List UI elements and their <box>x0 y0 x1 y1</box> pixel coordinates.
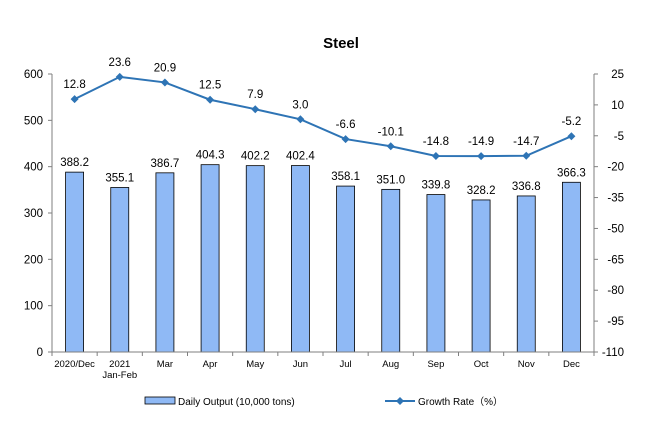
right-tick-label: 25 <box>611 69 624 81</box>
growth-rate-label: -10.1 <box>378 126 404 138</box>
category-label: Mar <box>157 359 173 370</box>
line-series <box>70 72 576 161</box>
growth-rate-label: -14.9 <box>468 136 494 148</box>
growth-rate-line <box>74 75 572 158</box>
growth-rate-marker <box>296 115 305 124</box>
bar-value-label: 404.3 <box>196 150 225 162</box>
bar-value-label: 388.2 <box>60 157 89 169</box>
bar <box>471 199 491 353</box>
growth-rate-marker <box>206 95 215 104</box>
right-tick-label: -35 <box>607 193 624 205</box>
growth-rate-marker <box>386 142 395 151</box>
right-tick-label: -80 <box>607 285 624 297</box>
bar <box>562 181 581 353</box>
bar-value-label: 351.0 <box>376 174 405 186</box>
growth-rate-label: 12.5 <box>199 80 221 92</box>
bar-value-label: 402.2 <box>241 151 270 163</box>
right-tick-label: -95 <box>607 316 624 328</box>
growth-rate-marker <box>522 151 531 160</box>
bar-series <box>65 164 581 353</box>
growth-rate-marker <box>341 135 350 144</box>
growth-rate-label: -5.2 <box>562 116 582 128</box>
growth-rate-marker <box>431 151 440 160</box>
bar <box>426 194 446 353</box>
right-tick-label: -20 <box>607 162 624 174</box>
category-label: Apr <box>203 359 218 370</box>
bar-value-label: 366.3 <box>557 167 586 179</box>
bar <box>516 195 536 353</box>
category-label: Jul <box>340 359 352 370</box>
growth-rate-label: -14.8 <box>423 136 449 148</box>
growth-rate-label: 20.9 <box>154 62 176 74</box>
left-tick-label: 200 <box>24 254 43 266</box>
bar-value-label: 355.1 <box>105 172 134 184</box>
bar <box>245 165 265 353</box>
left-tick-label: 500 <box>24 115 43 127</box>
category-label: Sep <box>427 359 444 370</box>
legend-bar-label: Daily Output (10,000 tons) <box>178 397 295 408</box>
right-tick-label: 10 <box>611 100 624 112</box>
right-tick-label: -50 <box>607 223 624 235</box>
growth-rate-marker <box>567 132 576 141</box>
left-tick-label: 0 <box>37 347 43 359</box>
bar <box>381 188 401 353</box>
bar <box>110 187 130 353</box>
bar-value-label: 328.2 <box>467 185 496 197</box>
category-label: Nov <box>518 359 535 370</box>
bar-value-label: 358.1 <box>331 171 360 183</box>
category-label: Jun <box>293 359 308 370</box>
left-tick-label: 600 <box>24 69 43 81</box>
left-tick-label: 300 <box>24 208 43 220</box>
category-label: 2020/Dec <box>54 359 95 370</box>
right-tick-label: -5 <box>614 131 624 143</box>
growth-rate-marker <box>115 72 124 81</box>
growth-rate-label: 7.9 <box>247 89 263 101</box>
axes: 0 100 200 300 400 500 600 25 10 -5 -20 -35 -50 -65 -80… <box>24 69 624 381</box>
bar <box>65 171 84 353</box>
category-label: Oct <box>474 359 489 370</box>
growth-rate-label: -6.6 <box>336 119 356 131</box>
bar <box>291 165 310 353</box>
bar <box>200 164 220 353</box>
left-tick-label: 100 <box>24 301 43 313</box>
legend-line-marker <box>396 397 404 405</box>
growth-rate-label: 12.8 <box>63 79 85 91</box>
bar <box>155 172 175 353</box>
data-labels: 388.2 355.1 386.7 404.3 402.2 402.4 358.1 351.0… <box>60 57 586 197</box>
left-tick-label: 400 <box>24 162 43 174</box>
chart-title: Steel <box>323 35 359 52</box>
category-label: Aug <box>382 359 399 370</box>
growth-rate-label: 23.6 <box>109 57 131 69</box>
category-label: 2021 Jan-Feb <box>102 359 137 381</box>
growth-rate-label: 3.0 <box>292 99 308 111</box>
growth-rate-label: -14.7 <box>513 136 539 148</box>
category-label: May <box>246 359 264 370</box>
legend: Daily Output (10,000 tons) Growth Rate（%） <box>144 396 503 408</box>
bar-value-label: 336.8 <box>512 181 541 193</box>
growth-rate-marker <box>477 152 486 161</box>
bar <box>336 185 355 353</box>
legend-line-label: Growth Rate（%） <box>418 396 503 408</box>
growth-rate-marker <box>251 105 260 114</box>
bar-value-label: 402.4 <box>286 151 315 163</box>
bar-value-label: 386.7 <box>151 158 180 170</box>
bar-value-label: 339.8 <box>422 180 451 192</box>
category-label: Dec <box>563 359 580 370</box>
right-tick-label: -65 <box>607 254 624 266</box>
growth-rate-marker <box>160 78 169 87</box>
growth-rate-marker <box>70 95 79 104</box>
right-tick-label: -110 <box>602 347 624 359</box>
legend-bar-swatch <box>144 396 176 405</box>
